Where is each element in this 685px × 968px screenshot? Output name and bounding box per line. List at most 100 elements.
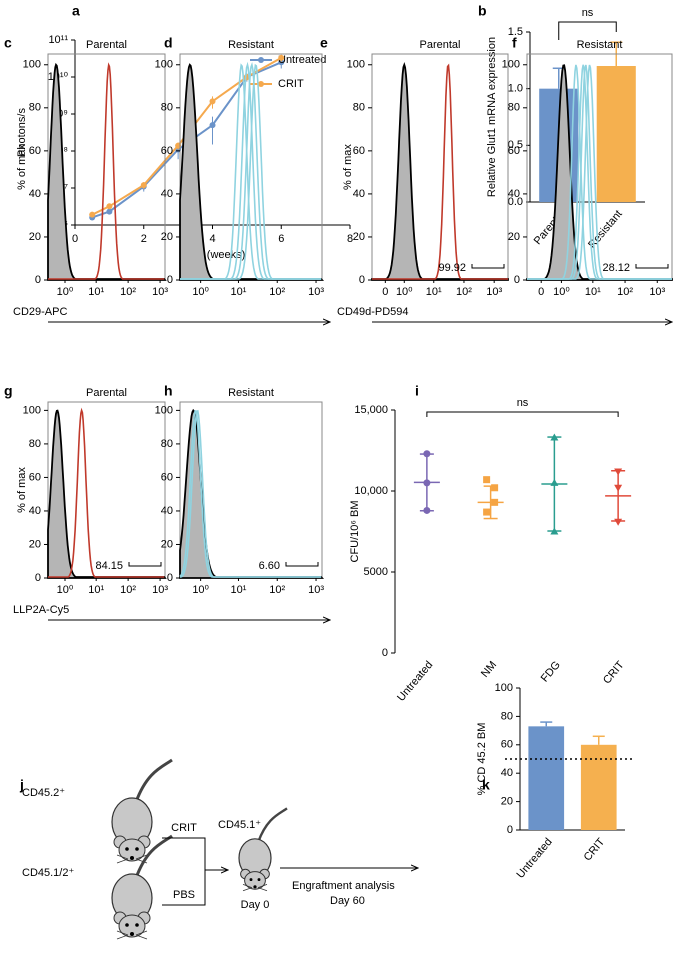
mouse-whisker [135,858,148,864]
x-tick-label: 0 [382,286,388,298]
y-tick-label: 40 [501,767,513,779]
panel-letter: h [164,383,173,399]
y-tick-label: 40 [29,505,41,517]
y-tick-label: 1.5 [508,26,523,38]
panel-title: Resistant [228,39,274,51]
x-tick-label: 10² [269,584,285,596]
y-tick-label: 40 [29,188,41,200]
x-tick-label: Untreated [515,836,555,881]
y-tick-label: 80 [161,102,173,114]
point [550,433,559,441]
point [89,211,96,218]
y-tick-label: 20 [29,538,41,550]
x-tick-label: 10³ [649,286,665,298]
point [483,508,491,516]
y-tick-label: 20 [161,231,173,243]
mouse-head [118,838,146,862]
mouse-whisker [135,854,148,860]
x-tick-label: 0 [72,233,78,245]
x-tick-label: 10¹ [231,584,247,596]
x-tick-label: 10⁰ [57,286,74,298]
panel-letter: g [4,383,13,399]
panel-letter: c [4,35,12,51]
treatment-label: PBS [173,889,195,901]
point [550,478,559,486]
point [614,484,623,492]
y-tick-label: 80 [508,102,520,114]
y-tick-label: 80 [29,102,41,114]
point [423,450,431,458]
y-axis-label: Photons/s [16,108,28,157]
x-tick-label: 10² [617,286,633,298]
x-tick-label: 10² [269,286,285,298]
y-axis-label: Relative Glut1 mRNA expression [486,37,498,197]
y-tick-label: 0 [167,274,173,286]
gate-marker [128,562,162,567]
y-tick-label: 100 [495,682,513,694]
x-tick-label: 10⁰ [553,286,570,298]
point [140,182,147,189]
significance-bracket [558,21,617,40]
y-tick-label: 10¹¹ [48,34,68,46]
x-tick-label: 10² [120,584,136,596]
y-tick-label: 40 [353,188,365,200]
y-tick-label: 60 [29,471,41,483]
x-tick-label: 10³ [152,286,168,298]
point [106,203,113,210]
mouse-nose [130,856,134,860]
mouse-whisker [242,887,252,892]
panel-title: Parental [86,387,127,399]
y-tick-label: 5000 [364,566,388,578]
panel-letter: i [415,383,419,399]
recipient-day: Day 0 [241,899,270,911]
recipient-label: CD45.1⁺ [218,819,261,831]
y-tick-label: 80 [501,710,513,722]
donor-label: CD45.2⁺ [22,787,65,799]
point [423,479,431,487]
y-tick-label: 20 [29,231,41,243]
histogram-curve [527,64,672,280]
x-tick-label: 10⁰ [57,584,74,596]
panel-letter: d [164,35,173,51]
y-tick-label: 20 [161,538,173,550]
y-tick-label: 0.5 [508,139,523,151]
x-tick-label: 6 [278,233,284,245]
mouse-whisker [116,930,129,936]
x-tick-label: 10³ [152,584,168,596]
panel-letter: j [19,777,24,793]
treatment-bracket [162,837,206,906]
y-axis-label: % of max [16,467,28,513]
gate-marker [471,264,505,269]
y-tick-label: 60 [29,145,41,157]
y-tick-label: 40 [161,505,173,517]
mouse-whisker [135,930,148,936]
y-tick-label: 0 [167,572,173,584]
y-axis-label: % CD 45.2 BM [476,723,488,796]
histogram-curve [48,407,165,578]
mouse-head [118,914,146,938]
y-tick-label: 100 [23,404,41,416]
analysis-label: Engraftment analysis [292,880,395,892]
point [209,122,216,129]
point [483,476,491,484]
x-tick-label: CRIT [582,836,608,864]
mouse-whisker [116,934,129,940]
y-tick-label: 80 [29,438,41,450]
mouse-whisker [258,884,268,888]
legend-marker [258,81,264,87]
y-tick-label: 15,000 [354,404,388,416]
annotation: ns [582,7,594,19]
mouse-eye [125,847,129,851]
y-axis-label: % of max [16,144,28,190]
y-tick-label: 0 [514,274,520,286]
x-tick-label: 4 [209,233,215,245]
point [614,518,623,526]
y-tick-label: 0 [359,274,365,286]
mouse-eye [135,847,139,851]
x-tick-label: 10³ [308,286,324,298]
x-tick-label: 10¹ [88,286,104,298]
x-tick-label: 10² [120,286,136,298]
panel-letter: b [478,3,487,19]
panel-letter: f [512,35,517,51]
y-tick-label: 60 [161,471,173,483]
